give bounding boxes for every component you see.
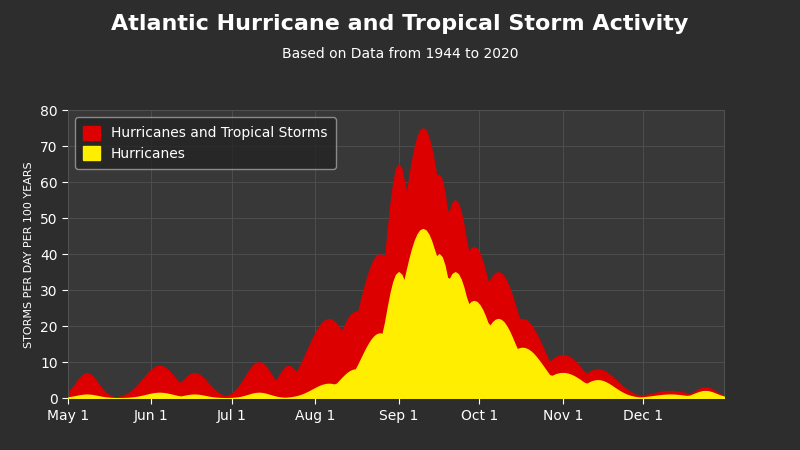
Y-axis label: STORMS PER DAY PER 100 YEARS: STORMS PER DAY PER 100 YEARS: [25, 161, 34, 347]
Text: Atlantic Hurricane and Tropical Storm Activity: Atlantic Hurricane and Tropical Storm Ac…: [111, 14, 689, 33]
Legend: Hurricanes and Tropical Storms, Hurricanes: Hurricanes and Tropical Storms, Hurrican…: [75, 117, 336, 169]
Text: Based on Data from 1944 to 2020: Based on Data from 1944 to 2020: [282, 47, 518, 61]
